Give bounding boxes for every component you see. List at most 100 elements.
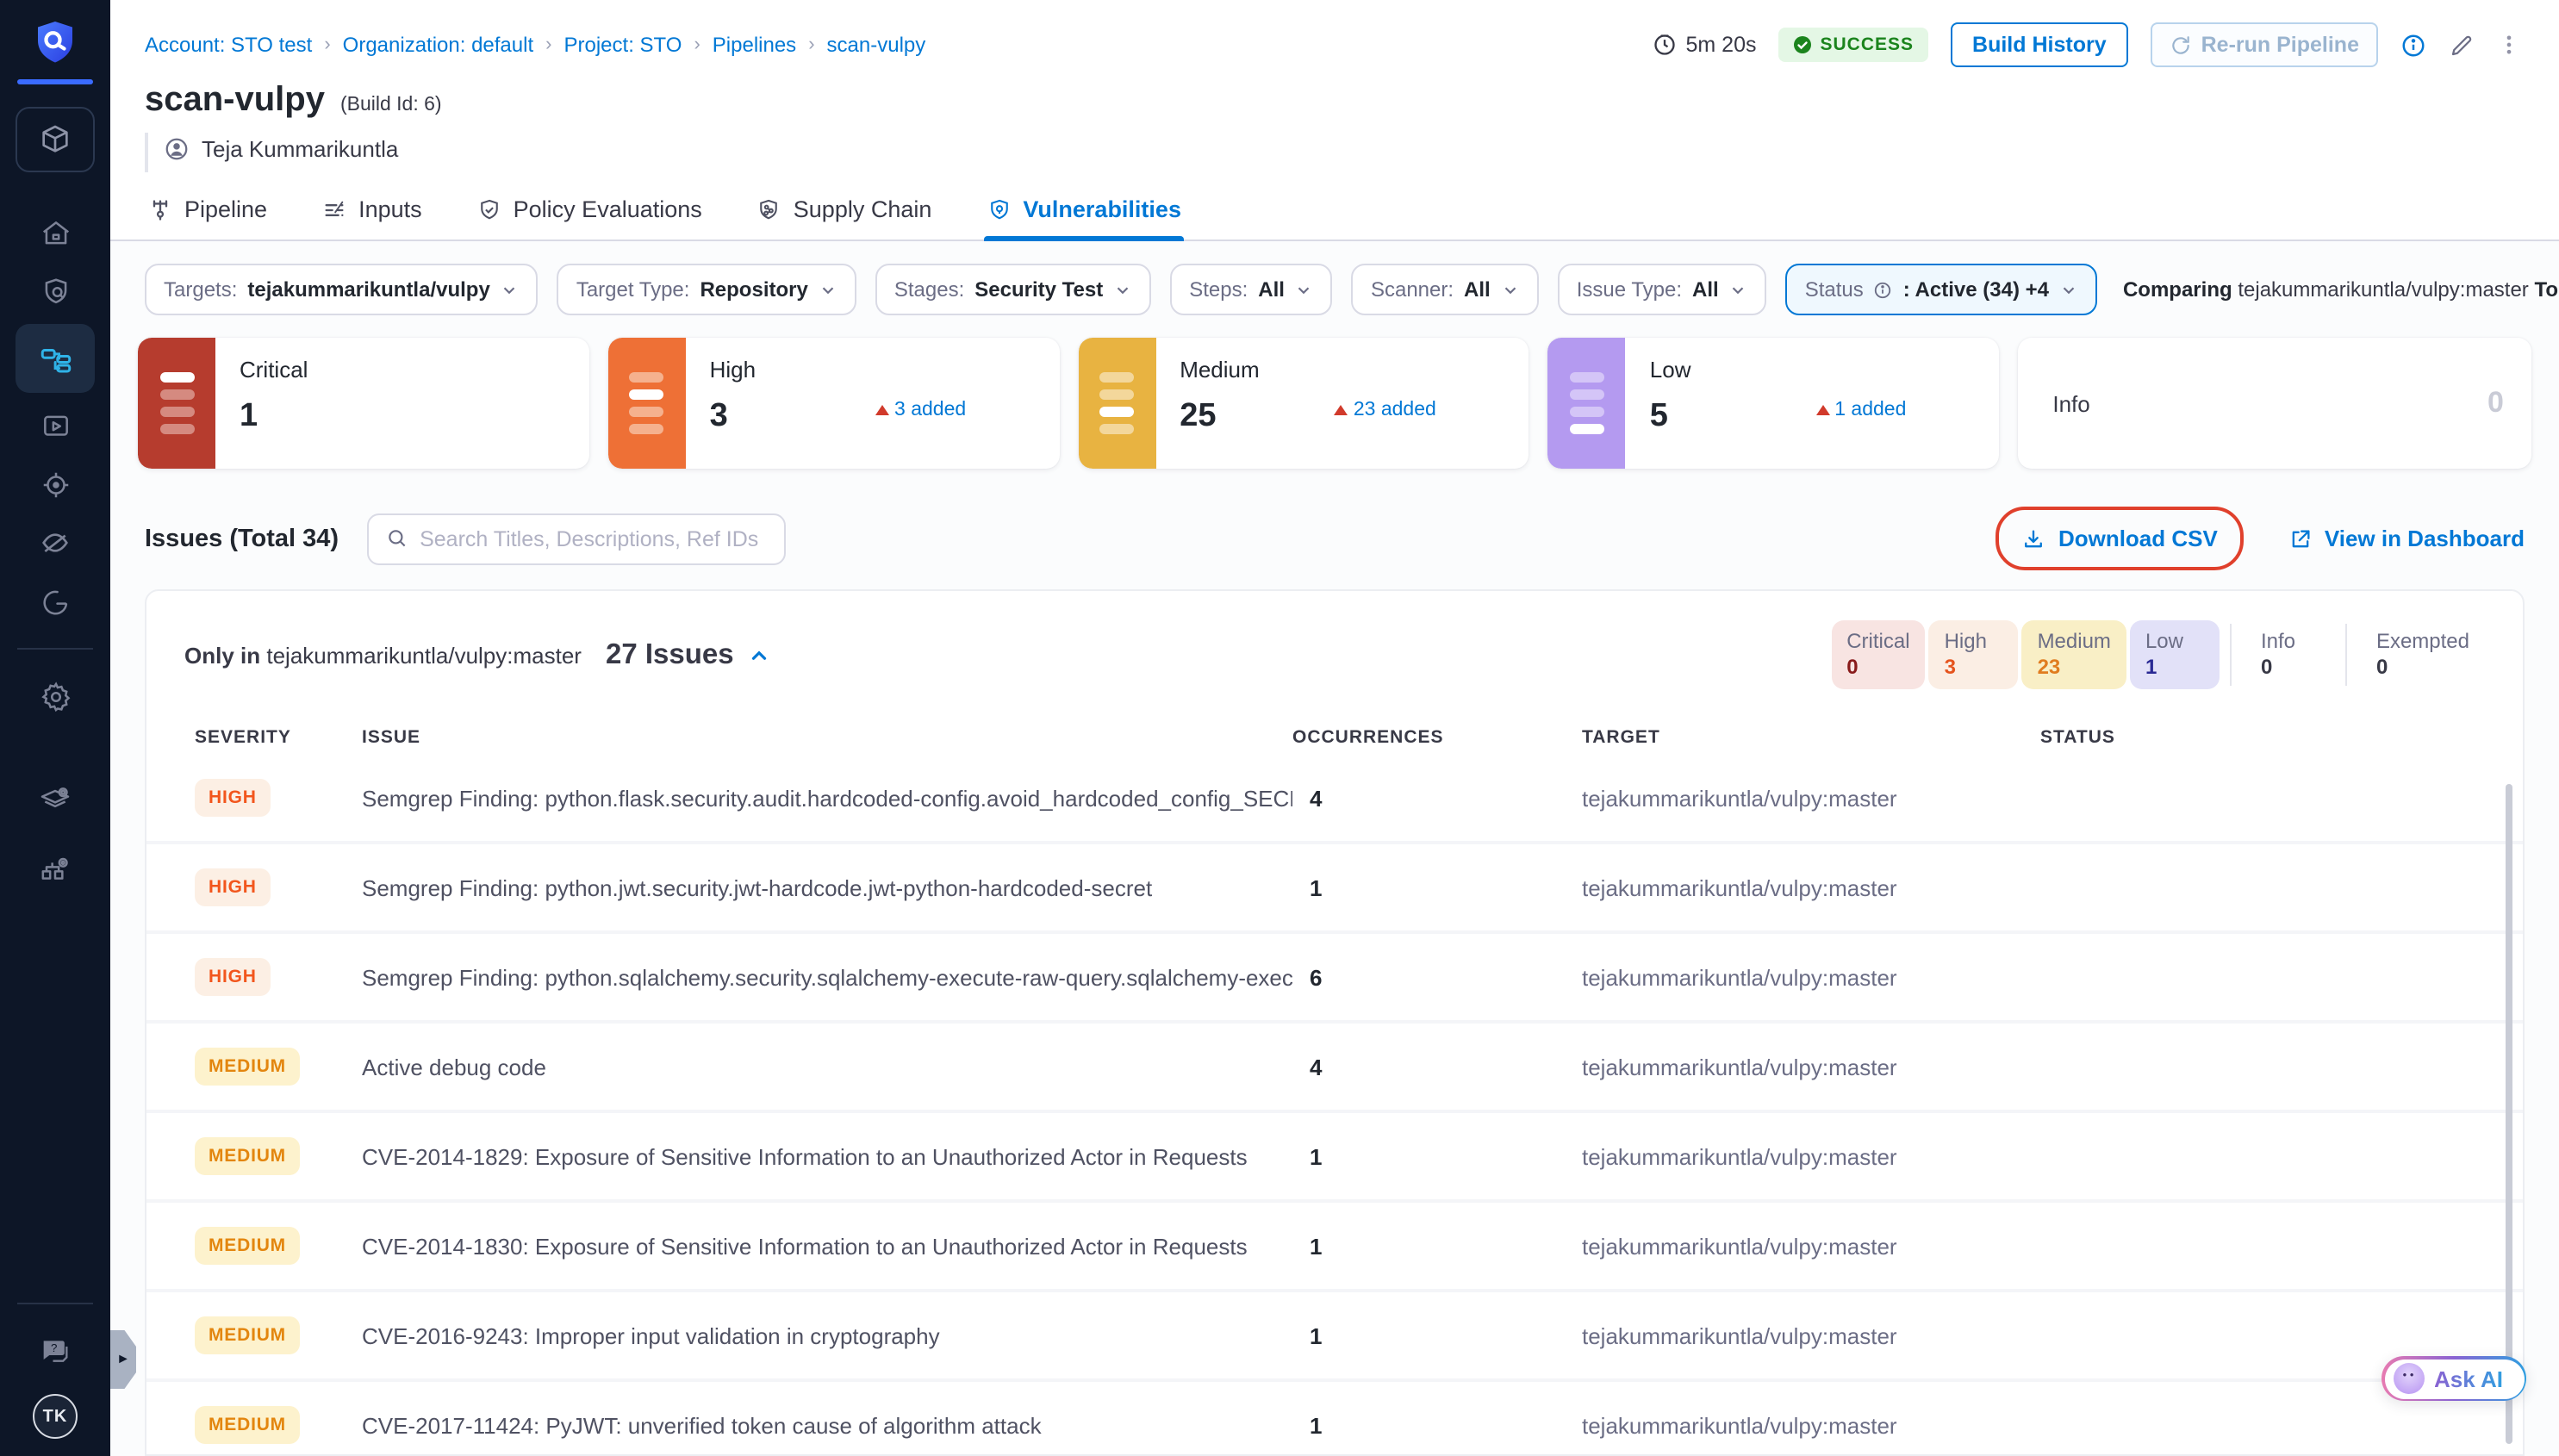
high-card[interactable]: High 3 3 added	[608, 338, 1060, 469]
external-link-icon	[2288, 526, 2313, 551]
medium-card[interactable]: Medium 25 23 added	[1078, 338, 1529, 469]
table-scrollbar[interactable]	[2506, 784, 2512, 1444]
table-row[interactable]: HIGH Semgrep Finding: python.flask.secur…	[146, 755, 2523, 844]
table-row[interactable]: HIGH Semgrep Finding: python.jwt.securit…	[146, 844, 2523, 934]
low-card[interactable]: Low 5 1 added	[1548, 338, 2000, 469]
breadcrumb-separator: ›	[324, 34, 330, 55]
filter-issue-type[interactable]: Issue Type:All	[1558, 264, 1767, 315]
chevron-down-icon	[2059, 280, 2078, 299]
module-selector-cube-icon[interactable]	[16, 107, 95, 172]
ask-ai-button[interactable]: Ask AI	[2382, 1356, 2526, 1401]
table-row[interactable]: MEDIUM CVE-2017-11424: PyJWT: unverified…	[146, 1382, 2523, 1456]
high-added-link[interactable]: 3 added	[875, 400, 966, 420]
kebab-menu-icon[interactable]	[2497, 31, 2521, 59]
breadcrumb-project[interactable]: Project: STO	[564, 33, 682, 57]
chip-critical[interactable]: Critical0	[1831, 620, 1925, 689]
breadcrumb-account[interactable]: Account: STO test	[145, 33, 312, 57]
breadcrumb-pipelines[interactable]: Pipelines	[713, 33, 796, 57]
person-icon	[164, 136, 190, 162]
tab-pipeline[interactable]: Pipeline	[145, 183, 271, 240]
chip-info[interactable]: Info0	[2245, 620, 2335, 689]
chip-divider	[2230, 624, 2232, 686]
user-avatar[interactable]: TK	[33, 1394, 78, 1439]
severity-badge: MEDIUM	[195, 1048, 300, 1086]
triangle-up-icon	[1815, 405, 1829, 415]
sidebar-pipelines-icon[interactable]	[16, 324, 95, 393]
sto-logo-icon[interactable]	[26, 14, 84, 72]
col-status: STATUS	[2040, 727, 2523, 748]
search-input[interactable]	[420, 526, 766, 551]
sidebar-exemptions-icon[interactable]	[16, 572, 95, 631]
issues-panel: Only in tejakummarikuntla/vulpy:master 2…	[145, 589, 2525, 1456]
filter-scanner[interactable]: Scanner:All	[1352, 264, 1539, 315]
chevron-down-icon	[1113, 280, 1132, 299]
issues-total-title: Issues (Total 34)	[145, 525, 339, 552]
sidebar-overview-icon[interactable]	[16, 262, 95, 320]
download-csv-button[interactable]: Download CSV	[2022, 526, 2218, 551]
table-row[interactable]: MEDIUM CVE-2014-1829: Exposure of Sensit…	[146, 1113, 2523, 1203]
critical-strip-icon	[138, 338, 215, 469]
col-severity: SEVERITY	[195, 727, 362, 748]
chevron-down-icon	[819, 280, 837, 299]
author-row: Teja Kummarikuntla	[145, 133, 2559, 172]
info-icon[interactable]	[2400, 32, 2426, 58]
breadcrumb-separator: ›	[545, 34, 551, 55]
breadcrumb-org[interactable]: Organization: default	[343, 33, 534, 57]
build-history-button[interactable]: Build History	[1950, 22, 2129, 67]
tab-inputs[interactable]: Inputs	[319, 183, 426, 240]
breadcrumb-separator: ›	[808, 34, 814, 55]
low-added-link[interactable]: 1 added	[1815, 400, 1906, 420]
table-row[interactable]: HIGH Semgrep Finding: python.sqlalchemy.…	[146, 934, 2523, 1024]
critical-card[interactable]: Critical 1	[138, 338, 589, 469]
table-row[interactable]: MEDIUM CVE-2014-1830: Exposure of Sensit…	[146, 1203, 2523, 1292]
app-window: ? TK ► Account: STO test› Organization: …	[0, 0, 2559, 1456]
module-indicator-line	[17, 79, 93, 84]
chip-exempted[interactable]: Exempted0	[2361, 620, 2485, 689]
main-content: Account: STO test › Organization: default…	[110, 0, 2559, 1456]
filter-target-type[interactable]: Target Type:Repository	[557, 264, 856, 315]
chip-medium[interactable]: Medium23	[2022, 620, 2126, 689]
help-chat-icon[interactable]: ?	[16, 1322, 95, 1380]
filter-targets[interactable]: Targets:tejakummarikuntla/vulpy	[145, 264, 539, 315]
chevron-down-icon	[1729, 280, 1748, 299]
status-badge: SUCCESS	[1779, 28, 1928, 62]
sidebar-executions-icon[interactable]	[16, 396, 95, 455]
author-name[interactable]: Teja Kummarikuntla	[202, 136, 398, 162]
refresh-icon	[2170, 34, 2193, 56]
filter-stages[interactable]: Stages:Security Test	[875, 264, 1151, 315]
medium-added-link[interactable]: 23 added	[1335, 400, 1436, 420]
svg-text:?: ?	[51, 1341, 57, 1354]
sidebar-home-icon[interactable]	[16, 203, 95, 262]
severity-badge: HIGH	[195, 779, 271, 817]
build-id-label: (Build Id: 6)	[340, 95, 442, 115]
tab-vulnerabilities[interactable]: Vulnerabilities	[983, 183, 1185, 240]
filter-status[interactable]: Status : Active (34) +4	[1786, 264, 2097, 315]
breadcrumb: Account: STO test › Organization: default…	[145, 33, 925, 57]
sidebar-baselines-icon[interactable]	[16, 513, 95, 572]
severity-badge: MEDIUM	[195, 1316, 300, 1354]
pipeline-icon	[148, 197, 172, 221]
issues-search[interactable]	[366, 513, 785, 564]
breadcrumb-current[interactable]: scan-vulpy	[827, 33, 926, 57]
severity-badge: MEDIUM	[195, 1406, 300, 1444]
sidebar-targets-icon[interactable]	[16, 455, 95, 513]
sidebar-settings-gear-icon[interactable]	[16, 667, 95, 725]
chip-high[interactable]: High3	[1929, 620, 2019, 689]
info-card[interactable]: Info 0	[2018, 338, 2531, 469]
tab-policy-evaluations[interactable]: Policy Evaluations	[474, 183, 706, 240]
tab-supply-chain[interactable]: Supply Chain	[754, 183, 936, 240]
medium-strip-icon	[1078, 338, 1155, 469]
sidebar-default-settings-icon[interactable]	[16, 770, 95, 829]
chip-low[interactable]: Low1	[2130, 620, 2220, 689]
page-title: scan-vulpy	[145, 81, 325, 121]
view-in-dashboard-button[interactable]: View in Dashboard	[2288, 526, 2525, 551]
edit-pencil-icon[interactable]	[2449, 32, 2475, 58]
table-row[interactable]: MEDIUM Active debug code 4 tejakummariku…	[146, 1024, 2523, 1113]
table-row[interactable]: MEDIUM CVE-2016-9243: Improper input val…	[146, 1292, 2523, 1382]
filter-steps[interactable]: Steps:All	[1170, 264, 1333, 315]
sidebar-org-settings-icon[interactable]	[16, 839, 95, 898]
download-icon	[2022, 526, 2046, 551]
rerun-pipeline-button[interactable]: Re-run Pipeline	[2151, 22, 2378, 67]
group-issues-count[interactable]: 27 Issues	[606, 638, 770, 671]
shield-vulnerability-icon	[987, 197, 1011, 221]
